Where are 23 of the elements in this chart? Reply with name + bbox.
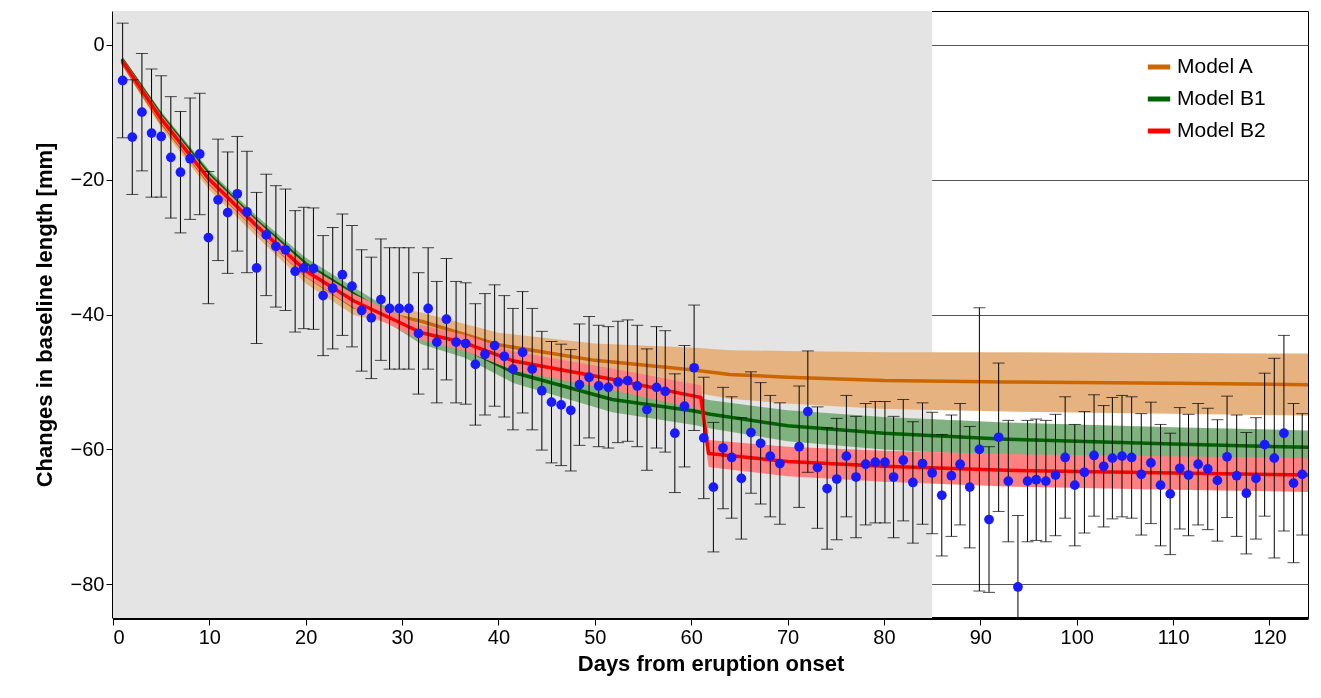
y-axis-title: Changes in baseline length [mm] xyxy=(31,142,57,488)
x-tick-label: 0 xyxy=(113,625,125,648)
x-tick-label: 30 xyxy=(391,625,414,648)
y-tick-label: −80 xyxy=(70,572,105,595)
x-tick-label: 110 xyxy=(1157,625,1190,648)
legend-label: Model B2 xyxy=(1177,118,1266,141)
legend-label: Model A xyxy=(1177,54,1253,77)
x-tick-label: 90 xyxy=(969,625,992,648)
x-tick-label: 50 xyxy=(584,625,607,648)
x-tick-label: 120 xyxy=(1253,625,1287,648)
x-tick-label: 60 xyxy=(680,625,703,648)
y-tick-label: −20 xyxy=(70,168,105,191)
x-tick-label: 40 xyxy=(487,625,511,648)
x-tick-label: 10 xyxy=(198,625,221,648)
y-tick-label: −60 xyxy=(70,437,105,460)
x-tick-label: 70 xyxy=(776,625,800,648)
x-axis-title: Days from eruption onset xyxy=(577,650,845,676)
y-tick-label: 0 xyxy=(93,33,105,56)
y-tick-label: −40 xyxy=(70,303,105,325)
x-tick-label: 80 xyxy=(873,625,896,648)
x-tick-label: 20 xyxy=(295,625,318,648)
x-tick-label: 100 xyxy=(1060,625,1094,648)
legend-label: Model B1 xyxy=(1177,86,1266,109)
